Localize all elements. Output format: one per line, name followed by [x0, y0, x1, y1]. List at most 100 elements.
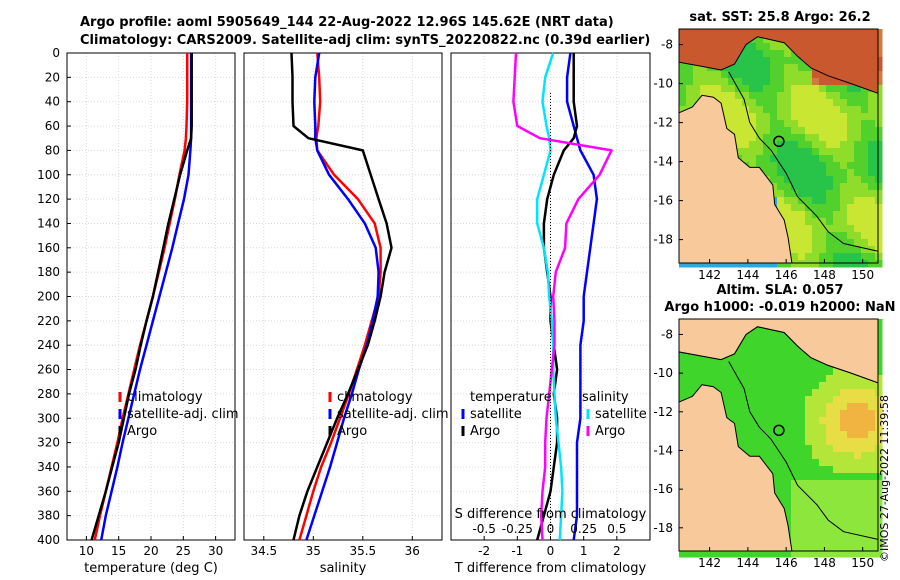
x-axis-label-0: temperature (deg C)	[84, 561, 218, 576]
x-tick-label-0-2: 20	[143, 544, 158, 558]
legend-t-0: temperature	[470, 390, 552, 405]
legend-entry-1-2: Argo	[337, 424, 367, 439]
y-tick-label-20: 400	[37, 533, 60, 547]
x-tick-label-2-3: 1	[580, 544, 588, 558]
sst-lat-tick-label-3: -14	[653, 155, 673, 169]
sla-lat-tick-label-5: -18	[653, 521, 673, 535]
y-tick-label-14: 280	[37, 387, 60, 401]
axes-box-1	[243, 52, 443, 541]
sst-lat-tick-label-0: -8	[661, 38, 673, 52]
sst-lon-tick-label-2: 146	[775, 268, 798, 282]
sla-lon-tick-label-0: 142	[698, 556, 721, 570]
y-tick-label-9: 180	[37, 265, 60, 279]
sla-lat-tick-label-0: -8	[661, 327, 673, 341]
salinity-tick-label-2: 0	[547, 522, 555, 536]
x-tick-label-2-4: 2	[613, 544, 621, 558]
land-papua-fill	[678, 318, 879, 384]
legend-entry-0-1: satellite-adj. clim	[127, 407, 239, 422]
sla-lon-tick-label-4: 150	[851, 556, 874, 570]
salinity-tick-label-0: -0.5	[472, 522, 495, 536]
series-line-0-2	[90, 53, 193, 541]
x-tick-label-0-4: 30	[208, 544, 223, 558]
salinity-tick-label-3: 0.25	[570, 522, 597, 536]
isobath-contour	[728, 361, 879, 540]
sla-map-subtitle: Argo h1000: -0.019 h2000: NaN	[664, 300, 896, 315]
sla-lon-tick-label-3: 148	[813, 556, 836, 570]
sla-map-title: Altim. SLA: 0.057	[716, 283, 844, 298]
axes-box-2	[450, 52, 651, 541]
series-line-0-1	[99, 53, 193, 541]
x-tick-label-1-2: 35.5	[349, 544, 376, 558]
y-tick-label-0: 0	[52, 46, 60, 60]
y-tick-label-11: 220	[37, 314, 60, 328]
y-tick-label-2: 40	[45, 95, 60, 109]
y-tick-label-16: 320	[37, 436, 60, 450]
legend-s-1: satellite	[595, 407, 647, 422]
sla-lat-tick-label-2: -12	[653, 405, 673, 419]
y-tick-label-1: 20	[45, 70, 60, 84]
y-tick-label-12: 240	[37, 338, 60, 352]
legend-entry-1-1: satellite-adj. clim	[337, 407, 449, 422]
profile-location-marker	[773, 135, 785, 148]
sst-lon-tick-label-1: 144	[736, 268, 759, 282]
legend-entry-0-2: Argo	[127, 424, 157, 439]
series-line-2-3	[512, 52, 613, 541]
series-line-1-0	[298, 52, 382, 541]
isobath-contour	[728, 71, 879, 252]
legend-entry-0-0: climatology	[127, 390, 203, 405]
legend-t-2: Argo	[470, 424, 500, 439]
x-tick-label-0-3: 25	[176, 544, 191, 558]
legend-s-2: Argo	[595, 424, 625, 439]
y-tick-label-15: 300	[37, 411, 60, 425]
x-tick-label-0-0: 10	[79, 544, 94, 558]
y-tick-label-17: 340	[37, 460, 60, 474]
sst-lat-tick-label-4: -16	[653, 194, 673, 208]
sla-lat-tick-label-1: -10	[653, 366, 673, 380]
salinity-tick-label-1: -0.25	[502, 522, 533, 536]
legend-t-1: satellite	[470, 407, 522, 422]
sst-map-title: sat. SST: 25.8 Argo: 26.2	[689, 10, 871, 25]
x-tick-label-0-1: 15	[111, 544, 126, 558]
y-tick-label-3: 60	[45, 119, 60, 133]
series-line-0-0	[93, 53, 189, 541]
sst-lon-tick-label-0: 142	[698, 268, 721, 282]
legend-s-0: salinity	[582, 390, 629, 405]
sst-lat-tick-label-1: -10	[653, 77, 673, 91]
y-tick-label-19: 380	[37, 509, 60, 523]
salinity-diff-label: S difference from climatology	[455, 507, 647, 522]
profile-location-marker	[773, 424, 785, 437]
sla-map-frame	[678, 318, 879, 552]
y-tick-label-8: 160	[37, 241, 60, 255]
sst-lat-tick-label-2: -12	[653, 116, 673, 130]
y-tick-label-10: 200	[37, 290, 60, 304]
y-tick-label-4: 80	[45, 143, 60, 157]
x-tick-label-2-2: 0	[547, 544, 555, 558]
y-tick-label-5: 100	[37, 168, 60, 182]
sla-map	[678, 318, 883, 558]
sst-lon-tick-label-3: 148	[813, 268, 836, 282]
sst-map-frame	[678, 28, 879, 264]
land-cape-york	[678, 94, 793, 264]
y-tick-label-6: 120	[37, 192, 60, 206]
x-axis-label-2: T difference from climatology	[454, 561, 647, 576]
x-tick-label-1-1: 35	[306, 544, 321, 558]
x-tick-label-2-1: -1	[511, 544, 523, 558]
x-tick-label-1-3: 36	[405, 544, 420, 558]
legend-entry-1-0: climatology	[337, 390, 413, 405]
imos-watermark: ©IMOS 27-Aug-2022 11:39:58	[878, 395, 891, 562]
salinity-tick-label-4: 0.5	[607, 522, 626, 536]
y-tick-label-13: 260	[37, 363, 60, 377]
y-tick-label-7: 140	[37, 216, 60, 230]
series-line-1-1	[305, 52, 380, 541]
y-tick-label-18: 360	[37, 484, 60, 498]
land-cape-york	[678, 384, 793, 552]
x-tick-label-2-0: -2	[478, 544, 490, 558]
sst-lat-tick-label-5: -18	[653, 233, 673, 247]
sst-lon-tick-label-4: 150	[851, 268, 874, 282]
x-axis-label-1: salinity	[320, 561, 367, 576]
land-papua	[678, 28, 879, 95]
sla-lat-tick-label-3: -14	[653, 443, 673, 457]
sla-lon-tick-label-2: 146	[775, 556, 798, 570]
series-line-2-2	[535, 52, 564, 541]
